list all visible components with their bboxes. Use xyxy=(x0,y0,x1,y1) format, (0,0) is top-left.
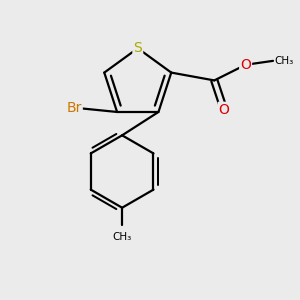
Text: S: S xyxy=(134,41,142,55)
Text: CH₃: CH₃ xyxy=(274,56,293,66)
Text: O: O xyxy=(240,58,251,72)
Text: O: O xyxy=(219,103,230,117)
Text: CH₃: CH₃ xyxy=(112,232,132,242)
Text: Br: Br xyxy=(66,101,82,115)
